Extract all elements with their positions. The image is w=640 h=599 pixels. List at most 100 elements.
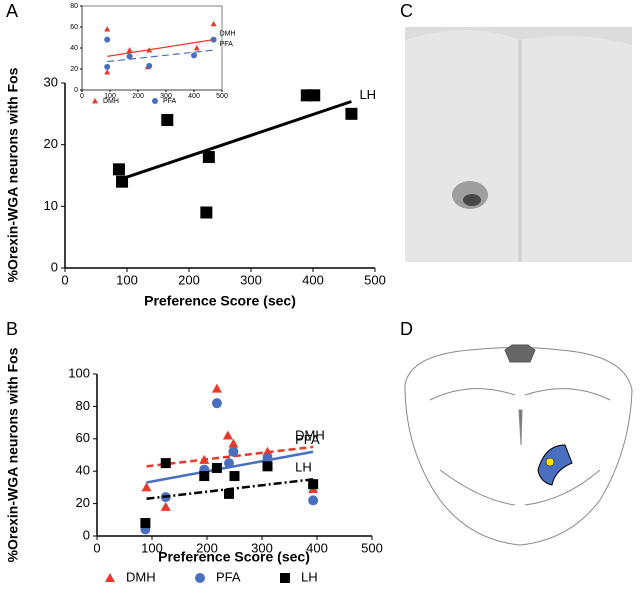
point xyxy=(200,206,213,219)
y-tick-label: 100 xyxy=(68,365,90,380)
x-tick-label: 500 xyxy=(361,540,383,555)
legend-label: PFA xyxy=(163,98,177,105)
inset-frame xyxy=(81,5,223,91)
point xyxy=(211,398,222,409)
trend-line xyxy=(107,49,214,63)
trend-line xyxy=(146,445,314,468)
x-axis-label: Preference Score (sec) xyxy=(158,549,310,565)
y-axis-label: %Orexin-WGA neurons with Fos xyxy=(5,347,21,562)
point xyxy=(345,107,358,120)
y-tick-label: 10 xyxy=(44,198,58,213)
y-tick-label: 0 xyxy=(83,527,90,542)
panel-label: B xyxy=(6,319,18,339)
x-tick-label: 200 xyxy=(132,93,144,100)
series-label: DMH xyxy=(295,427,325,442)
point xyxy=(222,430,233,440)
point xyxy=(210,20,217,27)
point xyxy=(126,47,133,53)
point xyxy=(126,53,133,60)
series-label: PFA xyxy=(295,432,320,447)
x-tick-label: 200 xyxy=(196,540,218,555)
point xyxy=(141,482,152,492)
point xyxy=(146,62,153,69)
series-label: LH xyxy=(295,460,312,475)
series-label: LH xyxy=(359,87,376,102)
point xyxy=(112,163,125,176)
y-tick-label: 60 xyxy=(76,430,90,445)
legend-marker xyxy=(280,573,290,583)
point xyxy=(199,454,210,464)
panel-label: C xyxy=(400,1,413,21)
x-tick-label: 100 xyxy=(141,540,163,555)
series-label: DMH xyxy=(220,30,236,37)
y-tick-label: 20 xyxy=(70,66,78,73)
x-tick-label: 500 xyxy=(364,272,386,287)
x-tick-label: 0 xyxy=(61,272,68,287)
y-tick-label: 20 xyxy=(76,495,90,510)
point xyxy=(224,458,234,469)
point xyxy=(104,36,111,43)
point xyxy=(199,471,210,482)
point xyxy=(224,488,234,499)
point xyxy=(308,495,319,506)
x-tick-label: 400 xyxy=(188,93,200,100)
legend-label: DMH xyxy=(126,569,156,584)
legend-marker xyxy=(92,98,98,104)
y-tick-label: 0 xyxy=(51,259,58,274)
x-tick-label: 400 xyxy=(306,540,328,555)
x-tick-label: 400 xyxy=(302,272,324,287)
point xyxy=(146,47,153,53)
y-tick-label: 80 xyxy=(70,3,78,10)
point xyxy=(210,36,217,43)
y-tick-label: 40 xyxy=(70,45,78,52)
point xyxy=(228,438,239,448)
point xyxy=(104,63,111,70)
panel-label: A xyxy=(6,1,18,21)
x-tick-label: 300 xyxy=(251,540,273,555)
legend-label: DMH xyxy=(103,98,119,105)
point xyxy=(160,501,171,511)
point xyxy=(116,175,129,188)
point xyxy=(308,89,321,102)
point xyxy=(104,26,111,32)
legend-marker xyxy=(105,573,115,582)
point xyxy=(262,461,273,472)
trend-line xyxy=(107,39,214,57)
brain-atlas xyxy=(404,344,633,546)
point xyxy=(211,462,222,473)
y-axis-label: %Orexin-WGA neurons with Fos xyxy=(5,67,21,282)
series-label: PFA xyxy=(220,41,234,48)
x-tick-label: 0 xyxy=(80,93,84,100)
panel-label: D xyxy=(400,319,413,339)
x-tick-label: 100 xyxy=(116,272,138,287)
point xyxy=(193,45,200,51)
y-tick-label: 80 xyxy=(76,398,90,413)
y-tick-label: 20 xyxy=(44,136,58,151)
x-tick-label: 100 xyxy=(104,93,116,100)
point xyxy=(228,446,239,457)
point xyxy=(140,518,151,529)
legend-marker xyxy=(152,98,158,104)
legend-marker xyxy=(195,573,205,583)
legend-label: LH xyxy=(301,569,318,584)
point xyxy=(262,453,273,464)
x-tick-label: 0 xyxy=(93,540,100,555)
x-tick-label: 300 xyxy=(160,93,172,100)
micrograph xyxy=(405,27,632,262)
legend-label: PFA xyxy=(216,569,241,584)
x-tick-label: 500 xyxy=(216,93,228,100)
point xyxy=(202,151,215,163)
point xyxy=(161,114,174,126)
point xyxy=(229,471,240,482)
x-tick-label: 300 xyxy=(240,272,262,287)
point xyxy=(191,52,197,59)
point xyxy=(308,479,319,490)
point xyxy=(211,383,222,393)
point xyxy=(262,446,273,456)
x-tick-label: 200 xyxy=(178,272,200,287)
y-tick-label: 60 xyxy=(70,24,78,31)
trend-line xyxy=(118,100,352,182)
x-axis-label: Preference Score (sec) xyxy=(144,293,296,309)
point xyxy=(160,458,171,469)
